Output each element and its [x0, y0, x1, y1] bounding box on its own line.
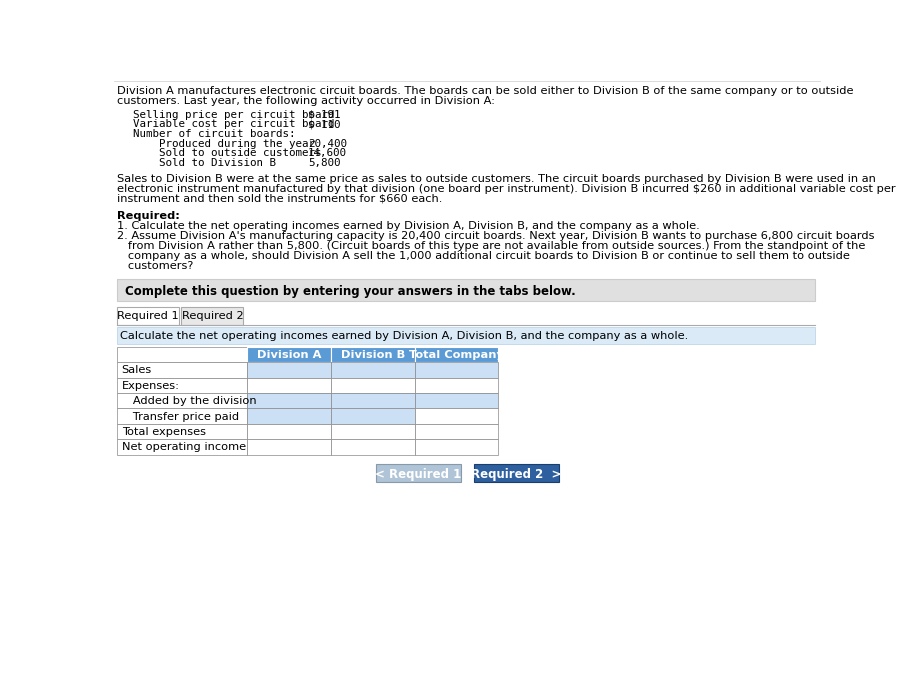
Bar [473, 464, 558, 483]
Bar [117, 327, 814, 344]
Text: < Required 1: < Required 1 [375, 468, 461, 481]
Text: Expenses:: Expenses: [121, 380, 179, 391]
Text: 5,800: 5,800 [307, 158, 340, 168]
Bar [117, 362, 247, 378]
Bar [181, 307, 243, 326]
Text: Required:: Required: [117, 211, 179, 221]
Bar [247, 347, 331, 362]
Text: Division A manufactures electronic circuit boards. The boards can be sold either: Division A manufactures electronic circu… [117, 86, 853, 96]
Text: $ 191: $ 191 [307, 110, 340, 120]
Text: 1. Calculate the net operating incomes earned by Division A, Division B, and the: 1. Calculate the net operating incomes e… [117, 221, 699, 232]
Bar [375, 464, 461, 483]
Text: Required 2: Required 2 [181, 311, 243, 322]
Text: from Division A rather than 5,800. (Circuit boards of this type are not availabl: from Division A rather than 5,800. (Circ… [117, 242, 865, 251]
Text: 20,400: 20,400 [307, 139, 346, 149]
Bar [117, 307, 179, 326]
Bar [117, 393, 247, 408]
Text: Added by the division: Added by the division [121, 396, 256, 406]
Bar [415, 393, 497, 408]
Bar [247, 424, 331, 439]
Bar [117, 424, 247, 439]
Text: Division B: Division B [341, 350, 404, 360]
Bar [247, 408, 331, 424]
Text: Variable cost per circuit board: Variable cost per circuit board [132, 119, 333, 129]
Text: customers?: customers? [117, 261, 193, 271]
Bar [331, 439, 415, 455]
Bar [415, 439, 497, 455]
Text: Total Company: Total Company [409, 350, 504, 360]
Text: $ 110: $ 110 [307, 119, 340, 129]
Text: 2. Assume Division A's manufacturing capacity is 20,400 circuit boards. Next yea: 2. Assume Division A's manufacturing cap… [117, 232, 874, 242]
Bar [331, 362, 415, 378]
Bar [331, 347, 415, 362]
Text: Required 2  >: Required 2 > [470, 468, 561, 481]
Bar [331, 408, 415, 424]
Text: Total expenses: Total expenses [121, 427, 206, 437]
Bar [415, 424, 497, 439]
Text: Complete this question by entering your answers in the tabs below.: Complete this question by entering your … [125, 284, 575, 297]
Bar [247, 439, 331, 455]
Text: customers. Last year, the following activity occurred in Division A:: customers. Last year, the following acti… [117, 96, 495, 106]
Text: Produced during the year: Produced during the year [132, 139, 314, 149]
Bar [117, 408, 247, 424]
Text: Division A: Division A [257, 350, 321, 360]
Text: company as a whole, should Division A sell the 1,000 additional circuit boards t: company as a whole, should Division A se… [117, 251, 849, 261]
Bar [117, 439, 247, 455]
Text: Net operating income: Net operating income [121, 442, 246, 452]
Bar [117, 279, 814, 301]
Bar [331, 424, 415, 439]
Bar [415, 347, 497, 362]
Text: electronic instrument manufactured by that division (one board per instrument). : electronic instrument manufactured by th… [117, 183, 895, 194]
Bar [415, 408, 497, 424]
Bar [247, 378, 331, 393]
Bar [331, 378, 415, 393]
Text: Sales: Sales [121, 366, 152, 375]
Text: Selling price per circuit board: Selling price per circuit board [132, 110, 333, 120]
Text: Sold to Division B: Sold to Division B [132, 158, 275, 168]
Text: Number of circuit boards:: Number of circuit boards: [132, 129, 295, 139]
Text: Required 1: Required 1 [118, 311, 179, 322]
Bar [415, 378, 497, 393]
Text: Sold to outside customers: Sold to outside customers [132, 148, 321, 158]
Text: Transfer price paid: Transfer price paid [121, 412, 239, 422]
Text: Sales to Division B were at the same price as sales to outside customers. The ci: Sales to Division B were at the same pri… [117, 173, 875, 183]
Bar [117, 378, 247, 393]
Bar [117, 347, 247, 362]
Text: Calculate the net operating incomes earned by Division A, Division B, and the co: Calculate the net operating incomes earn… [120, 331, 688, 341]
Text: instrument and then sold the instruments for $660 each.: instrument and then sold the instruments… [117, 194, 442, 204]
Bar [415, 362, 497, 378]
Bar [247, 393, 331, 408]
Bar [331, 393, 415, 408]
Text: 14,600: 14,600 [307, 148, 346, 158]
Bar [247, 362, 331, 378]
